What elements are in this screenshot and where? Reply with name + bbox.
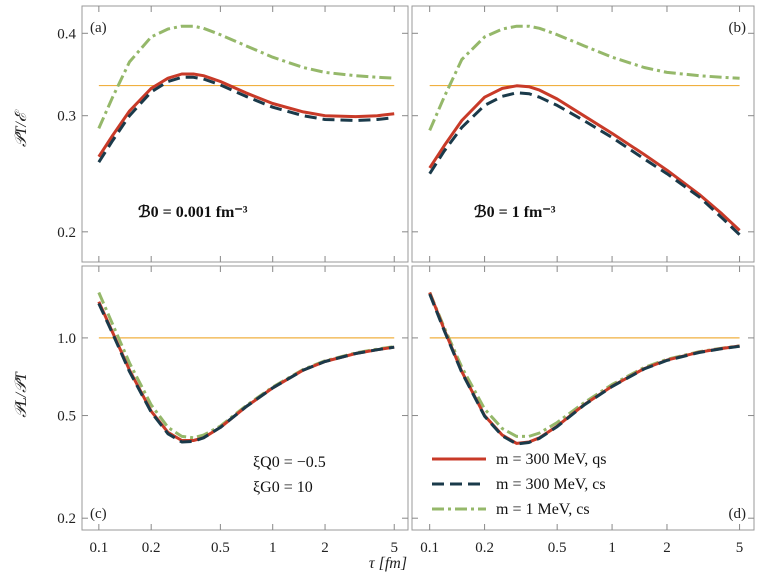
panel-frame [411, 265, 755, 531]
series-line-cs300 [428, 293, 740, 446]
annotation-b0-left: ℬ0 = 0.001 fm⁻³ [138, 204, 248, 221]
legend-label-cs300: m = 300 MeV, cs [496, 476, 606, 493]
series-line-cs1 [428, 291, 740, 438]
series-line-cs1 [428, 24, 740, 131]
y-tick-label: 1.0 [57, 331, 76, 347]
series-line-cs300 [97, 75, 395, 164]
legend: m = 300 MeV, qs m = 300 MeV, cs m = 1 Me… [432, 451, 607, 518]
series-line-qs [428, 84, 741, 232]
y-tick-label: 0.2 [57, 225, 76, 241]
y-tick-label: 0.5 [57, 409, 76, 425]
x-tick-label: 0.2 [475, 540, 494, 556]
series-line-qs [428, 291, 740, 445]
annotation-b0-right: ℬ0 = 1 fm⁻³ [474, 204, 556, 221]
panel-a: 0.2 0.3 0.4 (a) [57, 5, 409, 263]
x-tick-label: 5 [390, 540, 398, 556]
panel-frame [411, 5, 755, 263]
x-tick-label: 1 [608, 540, 616, 556]
series-line-cs1 [97, 24, 395, 130]
panel-label: (a) [90, 20, 107, 36]
panel-label: (b) [729, 20, 747, 36]
annotation-xi-g: ξG0 = 10 [253, 479, 313, 496]
series-line-cs1 [97, 291, 395, 440]
x-tick-label: 0.2 [142, 540, 161, 556]
series-line-cs300 [97, 302, 395, 444]
x-tick-label: 1 [269, 540, 277, 556]
x-tick-label: 5 [736, 540, 744, 556]
series-line-cs300 [428, 91, 741, 236]
series-line-qs [97, 301, 395, 442]
panel-b: (b) [411, 5, 755, 263]
y-tick-label: 0.3 [57, 109, 76, 125]
x-tick-label: 2 [663, 540, 671, 556]
panel-label: (c) [90, 506, 107, 522]
panel-label: (d) [729, 506, 747, 522]
y-axis-label-top: 𝒫T/ℰ [13, 109, 30, 147]
x-tick-label: 0.5 [548, 540, 567, 556]
series-line-qs [97, 72, 395, 158]
annotation-xi-q: ξQ0 = −0.5 [253, 454, 326, 471]
x-tick-label: 0.5 [211, 540, 230, 556]
x-tick-label: 2 [321, 540, 329, 556]
x-tick-label: 0.1 [89, 540, 108, 556]
y-tick-label: 0.4 [57, 26, 76, 42]
x-axis-label: τ [fm] [369, 555, 407, 572]
x-tick-label: 0.1 [420, 540, 439, 556]
panel-d: 0.1 0.2 0.5 1 2 5 (d) [411, 265, 755, 556]
y-tick-label: 0.2 [57, 511, 76, 527]
panel-frame [81, 265, 409, 531]
panel-frame [81, 5, 409, 263]
legend-label-cs1: m = 1 MeV, cs [496, 501, 590, 518]
legend-label-qs: m = 300 MeV, qs [496, 451, 607, 468]
panel-c: 0.1 0.2 0.5 1 2 5 0.2 0.5 1.0 (c) [57, 265, 409, 556]
y-axis-label-bottom: 𝒫L/𝒫T [13, 371, 30, 417]
